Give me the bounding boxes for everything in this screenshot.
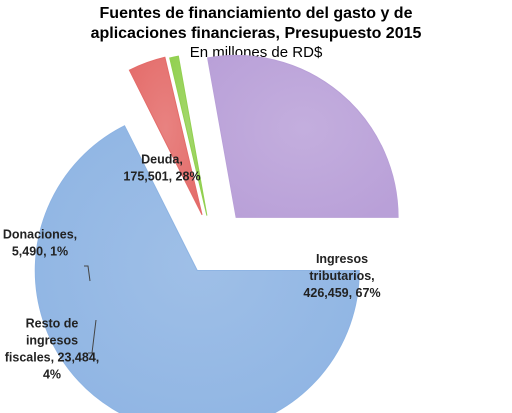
data-label-line: Deuda, [141, 153, 183, 167]
data-label-resto-de-ingresos-fiscales: Resto de ingresos fiscales, 23,484, 4% [5, 317, 100, 382]
data-label-line: tributarios, [309, 269, 374, 283]
data-label-line: Resto de [26, 317, 79, 331]
leader-line [84, 265, 91, 282]
chart-title-line1: Fuentes de financiamiento del gasto y de [99, 5, 413, 22]
leader-line [88, 319, 97, 354]
pie-slice-donaciones [169, 55, 208, 216]
pie-slice-ingresos-tributarios [34, 125, 360, 413]
pie-slice-resto-de-ingresos-fiscales [128, 56, 203, 216]
data-label-line: 5,490, 1% [12, 245, 68, 259]
data-label-line: ingresos [26, 334, 78, 348]
chart-title-line2: aplicaciones financieras, Presupuesto 20… [90, 25, 422, 42]
data-label-line: Ingresos [316, 252, 368, 266]
data-label-line: fiscales, 23,484, [5, 351, 100, 365]
data-label-line: Donaciones, [3, 228, 77, 242]
data-label-ingresos-tributarios: Ingresos tributarios, 426,459, 67% [303, 252, 380, 300]
data-label-deuda: Deuda, 175,501, 28% [123, 153, 200, 184]
data-label-donaciones: Donaciones, 5,490, 1% [3, 228, 77, 259]
data-label-line: 426,459, 67% [303, 286, 380, 300]
pie-slice-deuda [207, 54, 399, 218]
data-label-line: 175,501, 28% [123, 170, 200, 184]
data-label-line: 4% [43, 368, 61, 382]
